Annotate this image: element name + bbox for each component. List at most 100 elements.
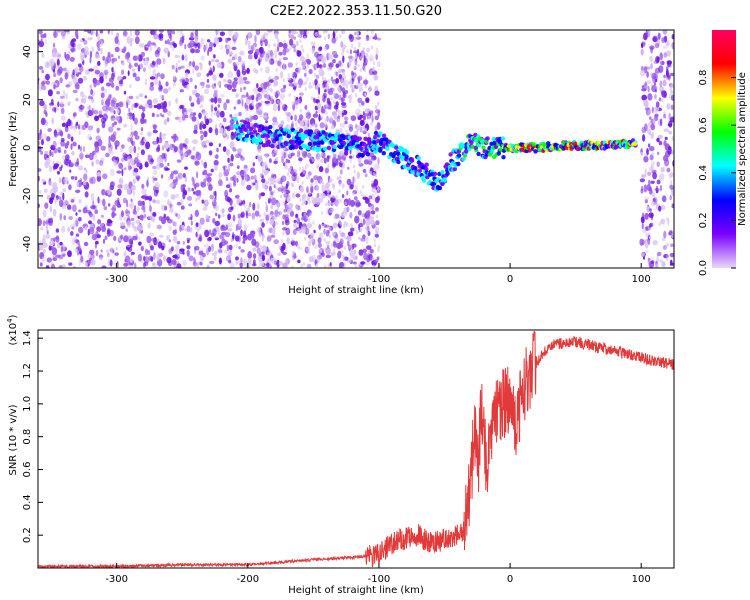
noise-point bbox=[273, 227, 276, 231]
noise-point bbox=[163, 119, 168, 126]
spectrogram-frame bbox=[37, 29, 675, 269]
noise-point bbox=[253, 45, 256, 50]
noise-point bbox=[62, 199, 69, 205]
noise-point bbox=[172, 46, 175, 51]
noise-point bbox=[128, 83, 132, 89]
noise-point bbox=[107, 218, 112, 224]
noise-point bbox=[131, 184, 136, 191]
noise-point bbox=[666, 40, 670, 47]
noise-point bbox=[134, 62, 139, 67]
noise-point bbox=[70, 143, 73, 150]
noise-point bbox=[276, 43, 280, 47]
noise-point bbox=[199, 123, 203, 131]
noise-point bbox=[264, 57, 268, 62]
noise-point bbox=[150, 62, 156, 68]
noise-point bbox=[219, 72, 224, 78]
noise-point bbox=[368, 132, 370, 139]
noise-point bbox=[99, 76, 104, 84]
noise-point bbox=[108, 148, 113, 154]
noise-point bbox=[340, 102, 347, 106]
ridge-point bbox=[378, 131, 383, 136]
noise-point bbox=[307, 109, 310, 114]
colorbar-tick-label: 0.4 bbox=[698, 165, 709, 181]
noise-point bbox=[188, 203, 193, 207]
noise-point bbox=[55, 228, 60, 233]
noise-point bbox=[140, 149, 145, 156]
noise-point bbox=[163, 142, 170, 150]
noise-point bbox=[352, 164, 356, 169]
noise-point bbox=[647, 85, 650, 93]
noise-point bbox=[278, 245, 282, 250]
noise-point bbox=[265, 32, 269, 37]
noise-point bbox=[210, 104, 214, 112]
noise-point bbox=[239, 262, 243, 268]
noise-point bbox=[213, 54, 216, 59]
noise-point bbox=[371, 180, 374, 185]
noise-point bbox=[374, 233, 379, 238]
noise-point bbox=[49, 240, 55, 246]
noise-point bbox=[285, 203, 288, 208]
colorbar-tick-label: 0.6 bbox=[698, 117, 709, 133]
noise-point bbox=[59, 213, 63, 221]
noise-point bbox=[195, 160, 198, 165]
noise-point bbox=[670, 104, 674, 111]
noise-point bbox=[133, 117, 138, 125]
noise-point bbox=[279, 101, 283, 106]
noise-point bbox=[272, 103, 278, 112]
noise-point bbox=[208, 150, 213, 156]
noise-point bbox=[368, 36, 371, 41]
noise-point bbox=[261, 250, 266, 255]
noise-point bbox=[298, 206, 302, 211]
noise-point bbox=[191, 187, 194, 192]
noise-point bbox=[298, 157, 303, 162]
noise-point bbox=[364, 225, 368, 230]
noise-point bbox=[278, 51, 283, 56]
noise-point bbox=[176, 213, 181, 220]
noise-point bbox=[255, 155, 258, 159]
noise-point bbox=[227, 79, 232, 84]
noise-point bbox=[346, 190, 349, 196]
noise-point bbox=[309, 212, 312, 217]
noise-point bbox=[346, 178, 352, 186]
noise-point bbox=[377, 248, 380, 253]
noise-point bbox=[141, 188, 147, 195]
noise-point bbox=[50, 192, 55, 200]
noise-point bbox=[219, 31, 225, 37]
noise-point bbox=[208, 70, 214, 76]
noise-point bbox=[99, 256, 103, 261]
noise-point bbox=[357, 210, 362, 216]
x-tick-label: -100 bbox=[368, 274, 391, 285]
noise-point bbox=[265, 180, 270, 185]
noise-point bbox=[325, 229, 330, 237]
ridge-point bbox=[378, 146, 383, 151]
noise-point bbox=[267, 197, 272, 204]
noise-point bbox=[155, 63, 159, 68]
noise-point bbox=[102, 113, 108, 122]
noise-point bbox=[186, 237, 191, 241]
noise-point bbox=[163, 190, 169, 198]
noise-point bbox=[285, 112, 288, 116]
noise-point bbox=[125, 255, 131, 263]
noise-point bbox=[298, 114, 304, 120]
noise-point bbox=[182, 259, 187, 267]
noise-point bbox=[261, 161, 264, 170]
noise-point bbox=[239, 87, 243, 93]
noise-point bbox=[255, 96, 259, 102]
noise-point bbox=[349, 155, 353, 159]
noise-point bbox=[126, 199, 129, 208]
noise-point bbox=[42, 220, 46, 227]
noise-point bbox=[253, 87, 258, 94]
ridge-point bbox=[233, 116, 238, 122]
noise-point bbox=[135, 175, 141, 180]
x-tick-label: 0 bbox=[507, 274, 513, 285]
noise-point bbox=[308, 200, 311, 205]
noise-point bbox=[238, 111, 242, 117]
noise-point bbox=[375, 220, 380, 226]
noise-point bbox=[113, 159, 118, 167]
noise-point bbox=[121, 60, 125, 65]
noise-point bbox=[323, 238, 326, 242]
noise-point bbox=[264, 100, 271, 104]
noise-point bbox=[65, 92, 68, 100]
noise-point bbox=[323, 157, 327, 164]
noise-point bbox=[265, 186, 268, 191]
